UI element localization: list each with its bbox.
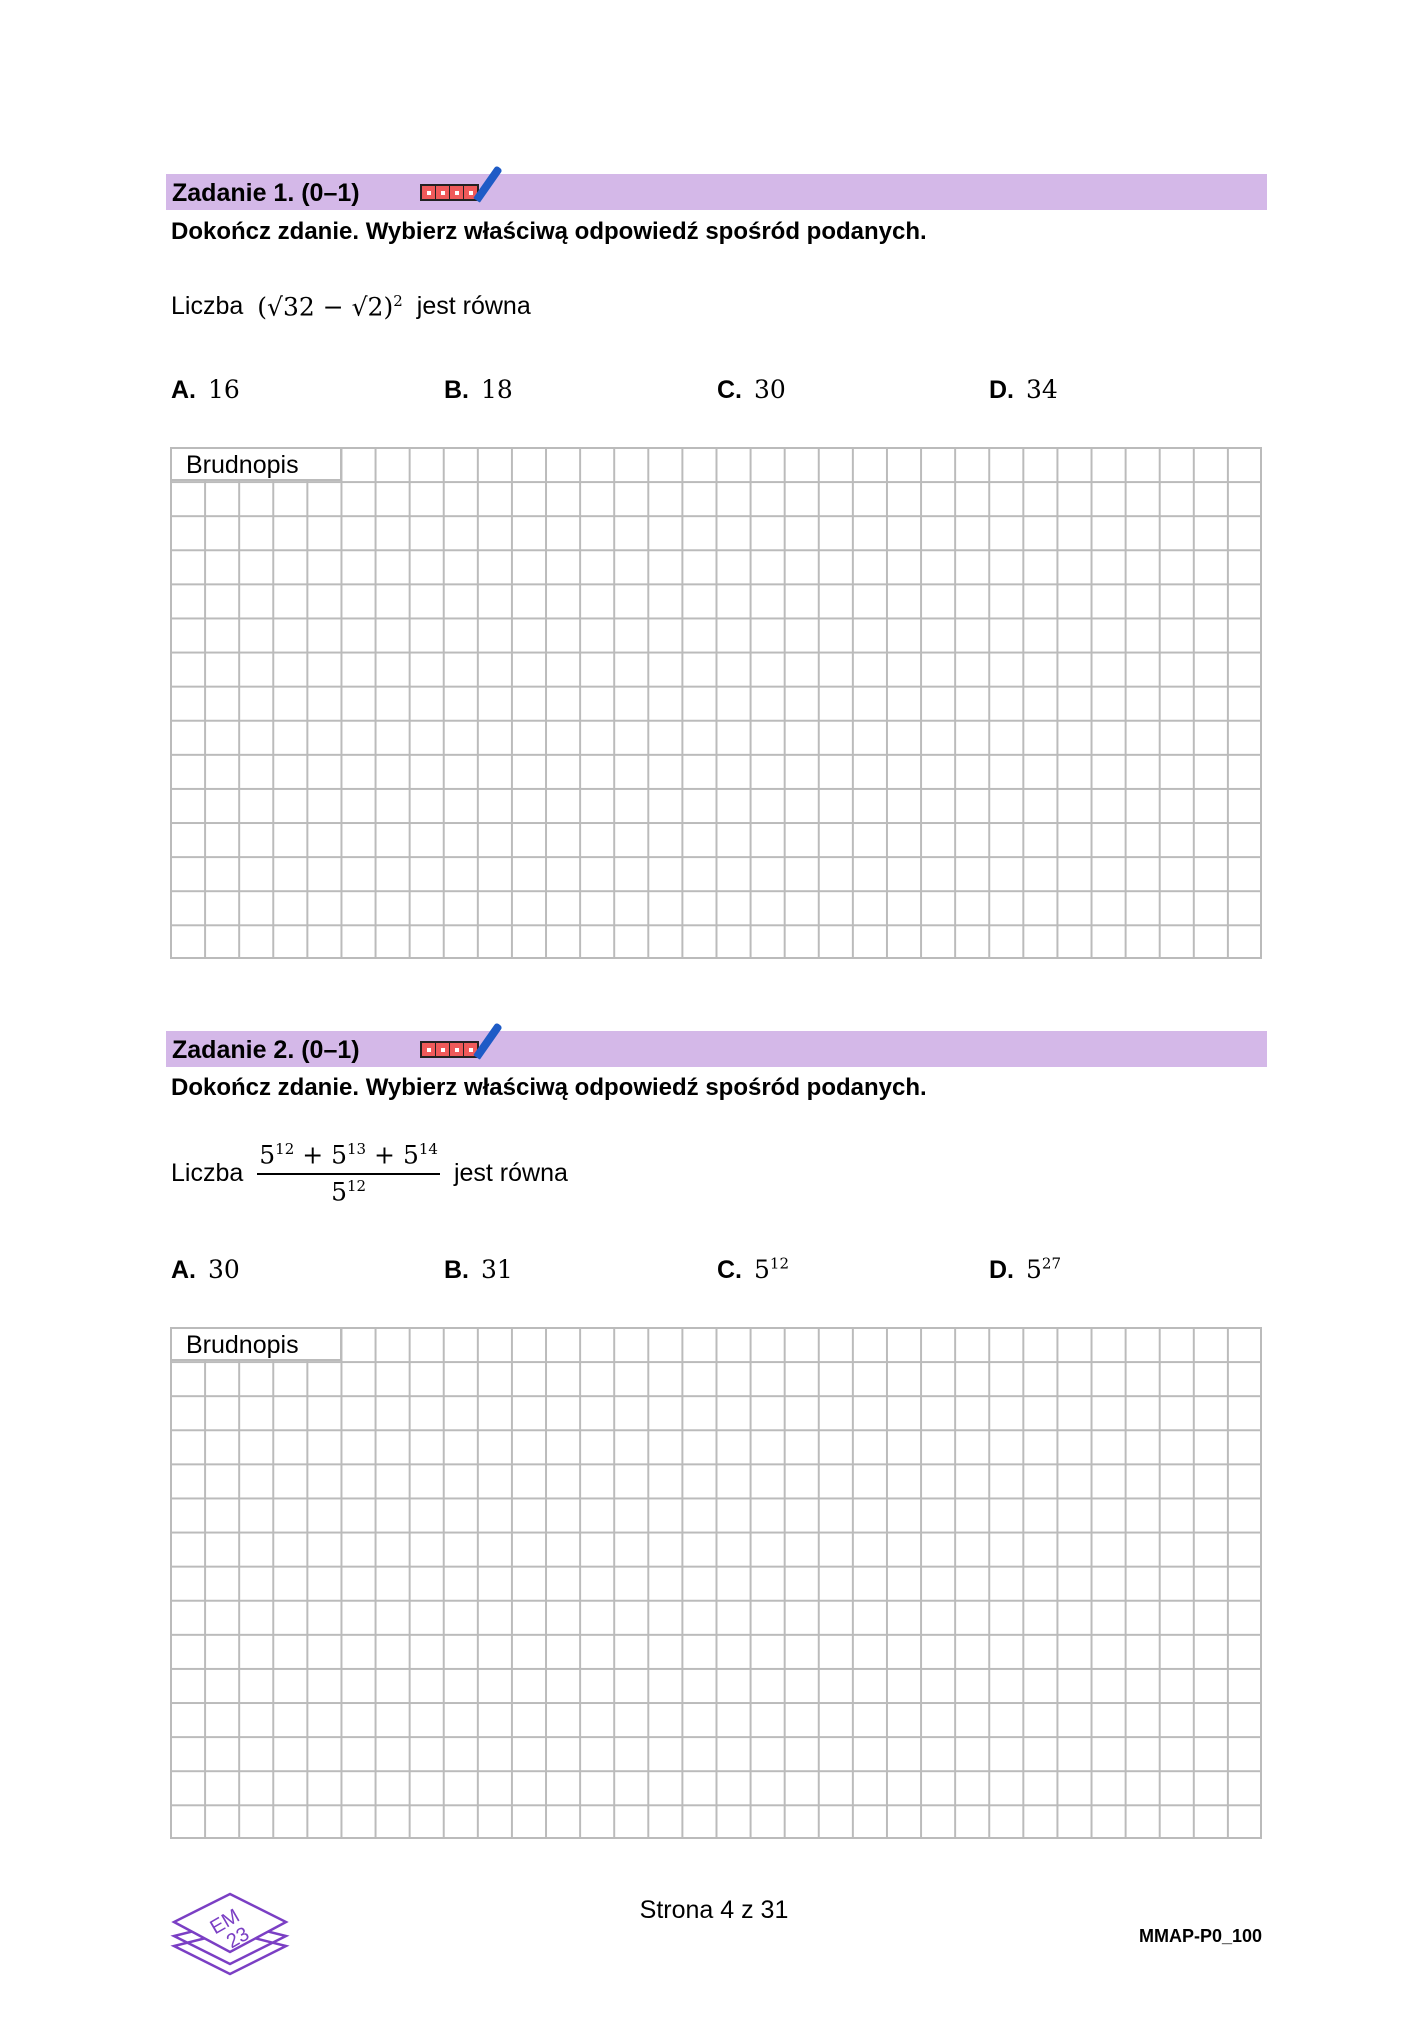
task-2-instruction: Dokończ zdanie. Wybierz właściwą odpowie… <box>171 1074 927 1101</box>
draft-label: Brudnopis <box>172 1329 342 1361</box>
stem-prefix: Liczba <box>171 292 244 321</box>
option-a[interactable]: A. 16 <box>171 375 240 404</box>
task-1-title: Zadanie 1. (0–1) <box>172 179 360 207</box>
option-b[interactable]: B. 18 <box>444 375 513 404</box>
task-1-instruction: Dokończ zdanie. Wybierz właściwą odpowie… <box>171 218 927 245</box>
draft-grid[interactable]: Brudnopis <box>170 447 1262 959</box>
draft-label: Brudnopis <box>172 449 342 481</box>
option-d[interactable]: D. 527 <box>989 1255 1061 1285</box>
score-boxes-icon <box>420 1041 479 1058</box>
option-a[interactable]: A. 30 <box>171 1255 240 1284</box>
option-c[interactable]: C. 30 <box>717 375 786 404</box>
stem-suffix: jest równa <box>416 292 531 321</box>
task-1-stem: Liczba (√32 − √2)2 jest równa <box>171 292 531 321</box>
expression: (√32 − √2)2 <box>257 292 403 322</box>
task-2-title: Zadanie 2. (0–1) <box>172 1036 360 1064</box>
score-boxes-icon <box>420 184 479 201</box>
task-1-header: Zadanie 1. (0–1) <box>166 165 1267 210</box>
em23-logo: EM 23 <box>170 1892 290 1976</box>
task-2-stem: Liczba 512 + 513 + 514 512 jest równa <box>171 1140 568 1207</box>
task-2-header: Zadanie 2. (0–1) <box>166 1022 1267 1067</box>
stem-suffix: jest równa <box>453 1158 568 1187</box>
option-d[interactable]: D. 34 <box>989 375 1058 404</box>
stem-prefix: Liczba <box>171 1158 244 1187</box>
option-b[interactable]: B. 31 <box>444 1255 513 1284</box>
exam-code: MMAP-P0_100 <box>1138 1926 1262 1946</box>
page-number: Strona 4 z 31 <box>639 1896 789 1924</box>
fraction-expression: 512 + 513 + 514 512 <box>257 1140 440 1207</box>
option-c[interactable]: C. 512 <box>717 1255 789 1285</box>
draft-grid[interactable]: Brudnopis <box>170 1327 1262 1839</box>
